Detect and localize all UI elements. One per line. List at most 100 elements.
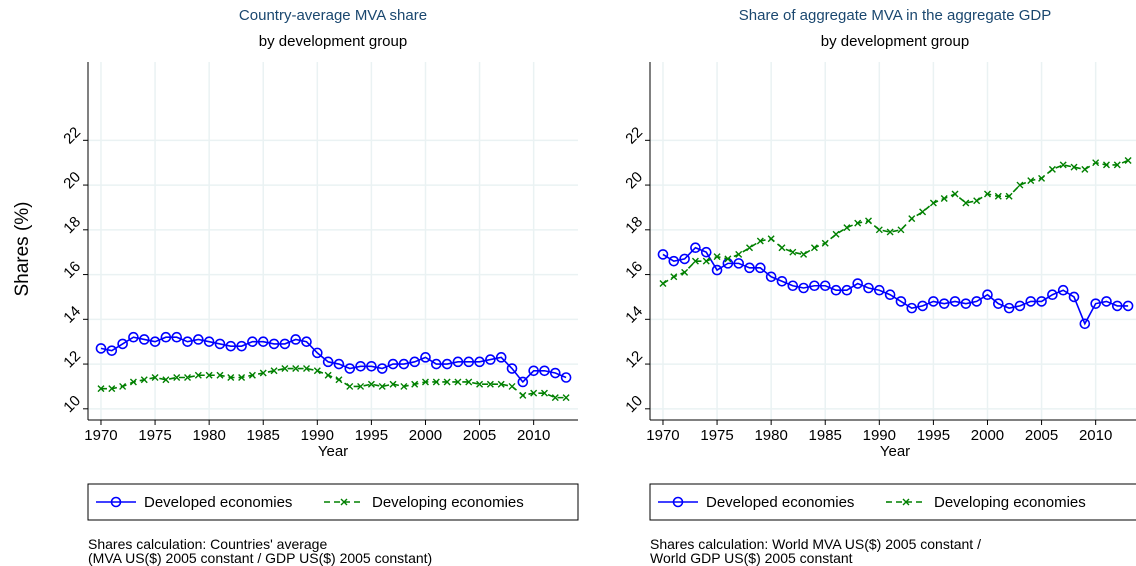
x-tick-label: 1980 xyxy=(754,427,787,444)
point xyxy=(951,190,959,198)
point xyxy=(270,367,278,375)
point xyxy=(257,336,269,347)
point xyxy=(690,242,701,254)
point xyxy=(530,389,538,397)
point xyxy=(431,358,442,370)
point xyxy=(452,356,464,368)
point xyxy=(830,284,842,296)
point xyxy=(798,282,809,294)
point xyxy=(463,356,475,368)
point xyxy=(765,271,777,283)
point xyxy=(411,380,419,388)
x-axis-label: Year xyxy=(318,443,348,460)
point xyxy=(724,255,732,263)
point xyxy=(303,365,310,373)
legend-marker xyxy=(110,496,122,508)
point xyxy=(681,268,689,276)
point xyxy=(929,199,937,207)
x-tick-label: 2010 xyxy=(1079,427,1112,444)
y-tick-label: 12 xyxy=(622,348,646,372)
point xyxy=(776,275,788,287)
x-tick-label: 1990 xyxy=(863,427,896,444)
point xyxy=(679,253,690,265)
point xyxy=(700,246,712,258)
point xyxy=(389,380,397,388)
point xyxy=(205,371,213,379)
point xyxy=(421,378,429,386)
series-line xyxy=(100,367,567,399)
point xyxy=(95,343,107,354)
series xyxy=(97,365,570,402)
x-tick-label: 1995 xyxy=(355,427,388,444)
point xyxy=(832,230,840,238)
point xyxy=(539,365,550,377)
point xyxy=(1068,291,1080,303)
point xyxy=(1003,302,1015,314)
y-tick-label: 16 xyxy=(60,258,84,282)
point xyxy=(993,298,1004,309)
x-tick-label: 1980 xyxy=(192,427,225,444)
point xyxy=(355,360,366,372)
point xyxy=(184,373,192,381)
point xyxy=(387,358,399,370)
y-tick-label: 18 xyxy=(60,213,84,237)
point xyxy=(138,334,150,345)
point xyxy=(884,289,896,301)
point xyxy=(971,296,982,307)
point xyxy=(506,363,518,374)
point xyxy=(324,371,332,379)
point xyxy=(908,215,916,223)
legend-label: Developing economies xyxy=(934,494,1086,511)
legend-marker xyxy=(672,496,684,508)
legend-marker xyxy=(340,498,348,506)
point xyxy=(1027,177,1035,185)
point xyxy=(162,376,170,384)
point xyxy=(1014,300,1026,312)
point xyxy=(1070,163,1078,171)
y-tick-label: 20 xyxy=(622,169,646,193)
point xyxy=(290,334,301,345)
note: Shares calculation: Countries' average xyxy=(88,536,327,552)
point xyxy=(140,376,148,384)
point xyxy=(744,262,755,274)
x-axis-label: Year xyxy=(880,443,910,460)
point xyxy=(409,356,420,368)
point xyxy=(225,340,237,352)
series xyxy=(95,331,572,388)
point xyxy=(333,358,345,370)
point xyxy=(789,248,797,256)
point xyxy=(670,273,678,281)
point xyxy=(194,371,202,379)
point xyxy=(357,382,365,390)
point xyxy=(376,363,388,374)
point xyxy=(259,369,267,377)
point xyxy=(1092,159,1100,167)
y-tick-label: 12 xyxy=(60,348,84,372)
point xyxy=(1036,296,1047,307)
point xyxy=(106,345,118,356)
point xyxy=(973,197,981,205)
point xyxy=(562,394,570,402)
point xyxy=(809,280,820,292)
point xyxy=(420,352,431,363)
point xyxy=(1025,296,1037,307)
x-tick-label: 2005 xyxy=(463,427,496,444)
x-tick-label: 1985 xyxy=(247,427,280,444)
y-tick-label: 16 xyxy=(622,258,646,282)
point xyxy=(216,371,224,379)
x-tick-label: 1970 xyxy=(646,427,679,444)
point xyxy=(755,262,766,274)
legend-box xyxy=(87,483,579,521)
point xyxy=(897,226,905,234)
point xyxy=(301,336,312,347)
point xyxy=(1113,161,1121,169)
y-tick-label: 22 xyxy=(622,124,646,148)
point xyxy=(746,244,754,252)
point xyxy=(735,250,743,258)
point xyxy=(335,376,343,384)
point xyxy=(560,372,572,383)
point xyxy=(1122,300,1134,312)
point xyxy=(691,257,699,265)
series-line xyxy=(662,246,1129,326)
